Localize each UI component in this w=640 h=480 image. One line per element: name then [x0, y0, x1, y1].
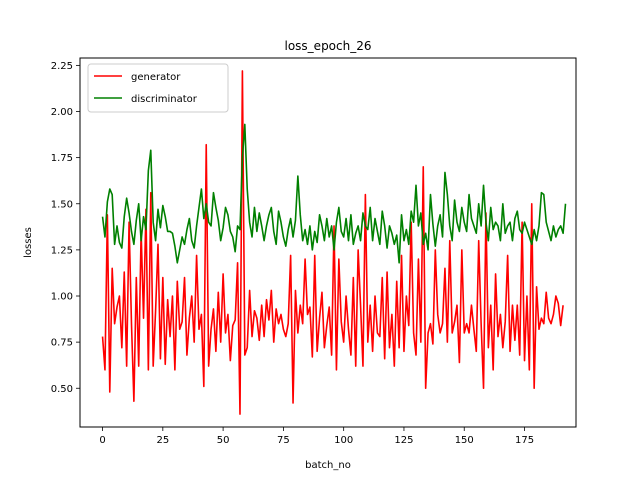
axes-layer: 0 25 50 75 100 125 150 175 0.50 0.75 1.00 1.25 1.50 1…: [51, 61, 534, 446]
legend: generator discriminator: [87, 63, 229, 113]
x-tick-label: 0: [99, 435, 105, 446]
y-tick-label: 0.75: [51, 338, 73, 349]
x-tick-label: 125: [394, 435, 413, 446]
x-tick-label: 50: [217, 435, 230, 446]
y-tick-label: 2.25: [51, 61, 73, 72]
series-line-generator: [101, 70, 564, 415]
x-tick-label: 175: [515, 435, 534, 446]
x-tick-label: 150: [455, 435, 474, 446]
series-line-discriminator: [101, 123, 567, 264]
y-tick-label: 1.00: [51, 292, 73, 303]
plot-layer: [101, 70, 567, 415]
legend-label-generator: generator: [131, 72, 181, 83]
x-axis-label: batch_no: [305, 460, 351, 471]
x-tick-label: 75: [277, 435, 290, 446]
y-tick-label: 1.75: [51, 153, 73, 164]
legend-label-discriminator: discriminator: [131, 94, 198, 105]
y-tick-label: 0.50: [51, 384, 73, 395]
x-tick-label: 100: [334, 435, 353, 446]
x-tick-label: 25: [156, 435, 169, 446]
y-tick-label: 1.50: [51, 199, 73, 210]
y-tick-label: 2.00: [51, 107, 73, 118]
y-tick-label: 1.25: [51, 245, 73, 256]
legend-box: [87, 63, 229, 113]
y-axis-label: losses: [23, 227, 34, 258]
chart-title: loss_epoch_26: [285, 39, 372, 53]
plot-frame: [79, 57, 577, 428]
